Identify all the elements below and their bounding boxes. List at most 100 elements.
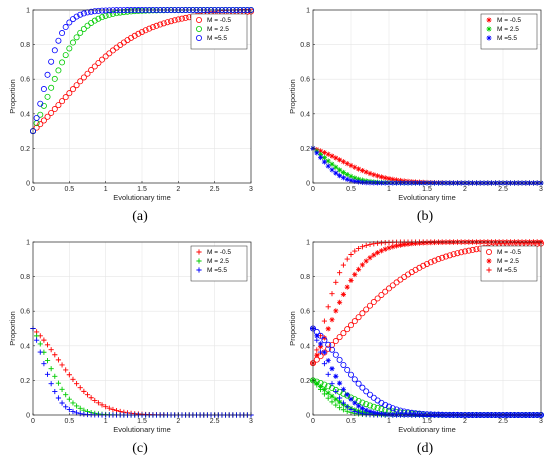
data-point bbox=[48, 366, 54, 372]
data-point bbox=[329, 399, 335, 405]
data-point bbox=[465, 247, 472, 254]
data-point bbox=[77, 411, 83, 417]
data-point bbox=[74, 381, 80, 387]
data-point bbox=[348, 173, 354, 180]
data-point bbox=[356, 179, 362, 185]
data-point bbox=[37, 121, 44, 128]
legend-entry: M =5.5 bbox=[207, 267, 227, 274]
data-point bbox=[473, 246, 480, 253]
data-point bbox=[48, 381, 54, 387]
data-point bbox=[113, 10, 120, 17]
legend-entry: M = 2.5 bbox=[497, 258, 519, 265]
legend: M = -0.5 M = 2.5 M =5.5 bbox=[480, 245, 538, 282]
data-point bbox=[318, 148, 324, 154]
data-point bbox=[397, 242, 403, 248]
data-point bbox=[131, 32, 138, 39]
data-point bbox=[442, 253, 449, 260]
data-point bbox=[337, 157, 343, 163]
data-point bbox=[458, 249, 465, 256]
data-point bbox=[356, 245, 362, 252]
data-point bbox=[51, 75, 58, 82]
x-tick-label: 3 bbox=[539, 186, 543, 193]
data-point bbox=[321, 318, 327, 324]
data-point bbox=[74, 403, 80, 409]
x-tick-label: 2 bbox=[463, 418, 467, 425]
data-point bbox=[95, 400, 101, 406]
data-point bbox=[44, 93, 51, 100]
data-point bbox=[427, 259, 434, 266]
y-tick-label: 0.6 bbox=[300, 309, 310, 316]
y-tick-label: 0.4 bbox=[20, 343, 30, 350]
data-point bbox=[55, 37, 62, 44]
x-tick-label: 3 bbox=[249, 418, 253, 425]
data-point bbox=[333, 170, 339, 176]
data-point bbox=[337, 173, 343, 179]
data-point bbox=[321, 159, 327, 165]
data-point bbox=[454, 250, 461, 257]
data-point bbox=[55, 357, 62, 363]
data-point bbox=[332, 338, 339, 345]
data-point bbox=[99, 56, 106, 63]
legend-entry: M =5.5 bbox=[497, 267, 517, 274]
data-point bbox=[352, 175, 358, 181]
x-tick-label: 0 bbox=[311, 186, 315, 193]
data-point bbox=[378, 248, 384, 254]
data-point bbox=[359, 399, 366, 406]
data-point bbox=[367, 170, 373, 177]
data-point bbox=[328, 346, 335, 353]
legend-entry: M =5.5 bbox=[207, 35, 227, 42]
data-point bbox=[344, 404, 350, 410]
data-point bbox=[348, 177, 354, 184]
data-point bbox=[63, 404, 69, 410]
x-tick-label: 0.5 bbox=[64, 418, 74, 425]
data-point bbox=[351, 318, 358, 325]
y-axis-label: Proportion bbox=[288, 311, 297, 346]
data-point bbox=[325, 341, 332, 348]
data-point bbox=[367, 241, 373, 248]
data-point bbox=[59, 59, 66, 66]
data-point bbox=[59, 30, 66, 37]
data-point bbox=[356, 166, 362, 172]
data-point bbox=[77, 29, 84, 36]
data-point bbox=[363, 169, 369, 175]
data-point bbox=[344, 161, 350, 167]
data-point bbox=[318, 344, 324, 350]
data-point bbox=[37, 111, 44, 118]
data-point bbox=[81, 388, 87, 394]
data-point bbox=[153, 22, 160, 29]
data-point bbox=[385, 403, 392, 410]
data-point bbox=[314, 150, 320, 156]
data-point bbox=[382, 288, 389, 295]
data-point bbox=[333, 402, 339, 408]
y-tick-label: 0.4 bbox=[300, 111, 310, 118]
legend-marker bbox=[486, 26, 492, 32]
x-tick-label: 1 bbox=[104, 186, 108, 193]
data-point bbox=[332, 351, 339, 358]
legend-entry: M =5.5 bbox=[497, 35, 517, 42]
data-point bbox=[318, 349, 324, 355]
data-point bbox=[420, 262, 427, 269]
data-point bbox=[363, 242, 369, 248]
data-point bbox=[88, 395, 94, 401]
y-tick-label: 0 bbox=[26, 413, 30, 420]
legend: M = -0.5 M = 2.5 M =5.5 bbox=[190, 245, 248, 282]
x-tick-label: 2.5 bbox=[210, 418, 220, 425]
data-point bbox=[33, 114, 40, 121]
data-point bbox=[325, 371, 331, 377]
data-point bbox=[110, 406, 116, 413]
data-point bbox=[450, 251, 457, 258]
data-point bbox=[59, 362, 65, 368]
data-point bbox=[375, 250, 381, 256]
data-point bbox=[69, 86, 76, 93]
data-point bbox=[51, 106, 58, 113]
data-point bbox=[329, 366, 335, 372]
data-point bbox=[175, 16, 182, 23]
legend-marker bbox=[196, 258, 202, 264]
data-point bbox=[333, 164, 339, 170]
data-point bbox=[382, 401, 389, 408]
data-point bbox=[91, 17, 98, 24]
data-point bbox=[352, 271, 358, 278]
legend-marker bbox=[485, 248, 492, 255]
data-point bbox=[394, 177, 400, 183]
data-point bbox=[74, 410, 80, 416]
